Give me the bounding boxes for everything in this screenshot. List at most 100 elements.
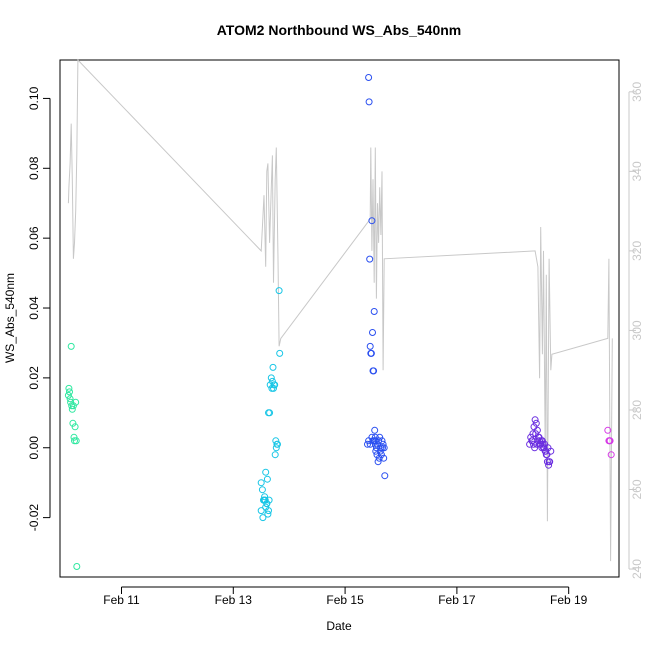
data-point <box>67 342 75 350</box>
data-point <box>379 444 386 452</box>
right-y-tick-label: 300 <box>630 320 644 340</box>
right-y-tick-label: 280 <box>630 400 644 420</box>
y-tick-label: 0.10 <box>27 86 41 110</box>
data-point <box>532 430 540 438</box>
data-point <box>375 454 383 462</box>
plot-frame <box>59 59 620 578</box>
y-axis-label: WS_Abs_540nm <box>3 273 17 363</box>
data-point <box>261 493 269 501</box>
data-point <box>267 374 275 382</box>
data-point <box>69 402 77 410</box>
data-point <box>545 458 553 466</box>
data-point <box>376 433 384 441</box>
y-tick-label: 0.00 <box>27 436 41 460</box>
data-point <box>374 458 382 466</box>
data-point <box>366 342 374 350</box>
data-point <box>369 329 376 336</box>
right-y-axis: 240 260 280 300 320 340 360 <box>628 81 644 579</box>
data-point <box>604 426 612 434</box>
series-4 <box>526 416 555 469</box>
data-point <box>66 388 73 396</box>
data-point <box>372 447 380 455</box>
data-point <box>268 384 276 392</box>
data-point <box>375 437 383 445</box>
data-point <box>263 475 271 483</box>
points-layer <box>64 74 615 570</box>
data-point <box>532 419 540 427</box>
data-point <box>266 409 274 417</box>
data-point <box>545 461 553 469</box>
x-tick-label: Feb 17 <box>438 593 476 607</box>
y-tick-label: 0.04 <box>27 296 41 320</box>
y-tick-label: 0.08 <box>27 156 41 180</box>
data-point <box>531 444 539 452</box>
data-point <box>275 287 283 295</box>
data-point <box>541 440 549 448</box>
data-point <box>261 496 269 504</box>
x-axis: Feb 11 Feb 13 Feb 15 Feb 17 Feb 19 <box>103 586 588 607</box>
data-point <box>259 514 267 522</box>
data-point <box>377 451 385 459</box>
data-point <box>270 381 278 389</box>
data-point <box>366 255 374 263</box>
data-point <box>271 451 279 459</box>
data-point <box>530 440 537 448</box>
data-point <box>72 398 80 406</box>
secondary-line-layer <box>67 58 613 562</box>
data-point <box>379 440 387 448</box>
x-tick-label: Feb 19 <box>550 593 588 607</box>
y-tick-label: -0.02 <box>27 504 41 532</box>
series-2 <box>257 287 284 522</box>
data-point <box>378 437 386 445</box>
data-point <box>269 363 277 371</box>
data-point <box>64 391 72 399</box>
series-3 <box>364 74 389 480</box>
x-tick-label: Feb 11 <box>103 593 140 607</box>
data-point <box>265 507 272 515</box>
data-point <box>365 74 373 81</box>
right-y-tick-label: 340 <box>630 161 644 181</box>
data-point <box>371 426 379 434</box>
x-axis-label: Date <box>326 619 352 633</box>
y-tick-label: 0.02 <box>27 366 41 390</box>
data-point <box>368 433 376 441</box>
right-y-tick-label: 360 <box>630 81 644 101</box>
data-point <box>262 468 270 476</box>
data-point <box>272 437 280 445</box>
data-point <box>258 486 266 494</box>
data-point <box>534 437 542 445</box>
data-point <box>368 217 376 225</box>
data-point <box>268 377 276 385</box>
data-point <box>533 426 541 434</box>
right-y-tick-label: 240 <box>630 559 644 579</box>
data-point <box>607 451 615 459</box>
data-point <box>529 430 537 438</box>
data-point <box>68 405 76 413</box>
data-point <box>606 437 613 445</box>
data-point <box>370 367 378 375</box>
data-point <box>274 440 281 448</box>
data-point <box>71 423 79 431</box>
data-point <box>367 349 375 357</box>
data-point <box>538 437 546 445</box>
y-tick-label: 0.06 <box>27 226 41 250</box>
data-point <box>272 444 280 452</box>
data-point <box>536 440 544 448</box>
series-5 <box>604 426 615 459</box>
data-point <box>370 308 378 315</box>
right-y-tick-label: 260 <box>630 479 644 499</box>
data-point <box>65 384 73 392</box>
data-point <box>380 454 388 462</box>
data-point <box>543 451 551 459</box>
data-point <box>72 437 80 445</box>
data-point <box>266 381 274 389</box>
data-point <box>364 440 371 448</box>
data-point <box>276 349 284 357</box>
data-point <box>257 507 265 515</box>
data-point <box>531 416 539 424</box>
data-point <box>66 395 74 403</box>
right-y-tick-label: 320 <box>630 241 644 261</box>
series-1 <box>64 342 81 570</box>
chart-title: ATOM2 Northbound WS_Abs_540nm <box>217 22 462 38</box>
